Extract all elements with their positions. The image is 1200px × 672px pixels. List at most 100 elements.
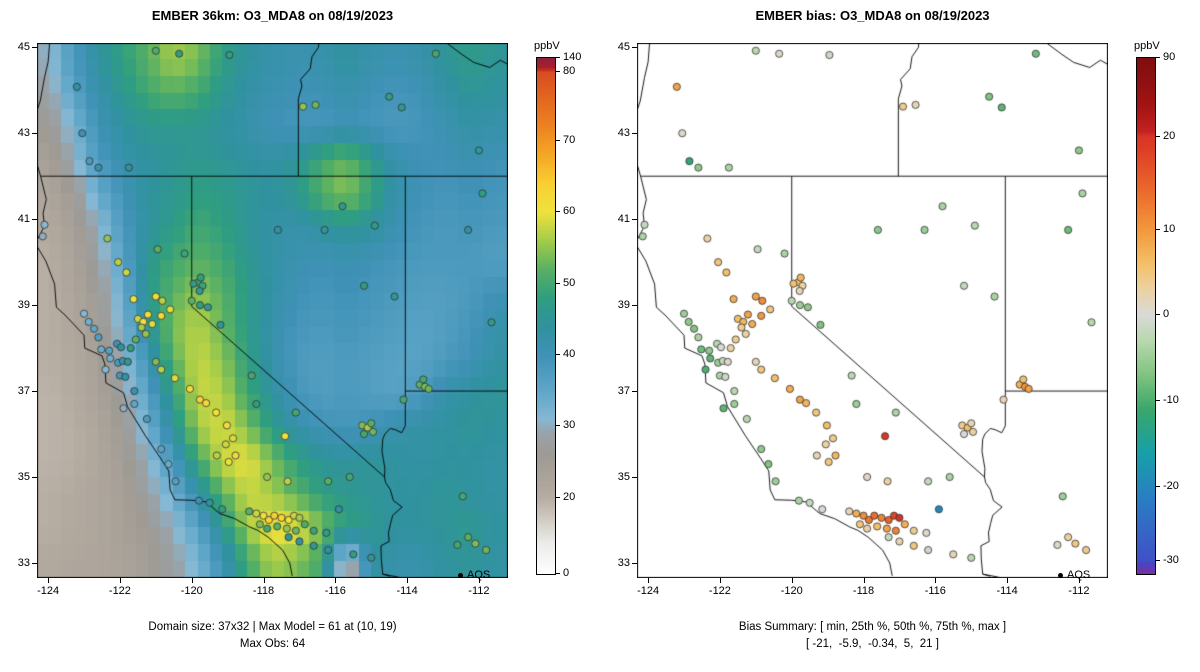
aqs-point-icon [458, 572, 463, 578]
x-axis-tick-label: -122 [108, 585, 131, 597]
y-axis-tick-mark [632, 391, 637, 393]
colorbar-tick-label: 20 [563, 491, 576, 504]
colorbar-tick-label: 20 [1163, 129, 1176, 142]
y-axis-tick-label: 37 [617, 385, 630, 398]
colorbar-tick-mark [556, 354, 560, 356]
x-axis-tick-mark [407, 578, 409, 583]
colorbar-tick-mark [556, 497, 560, 499]
x-axis-tick-label: -116 [924, 585, 946, 597]
x-axis-tick-label: -112 [1068, 585, 1090, 597]
x-axis-tick-mark [1078, 578, 1080, 583]
colorbar-tick-label: 30 [563, 418, 576, 431]
colorbar-tick-mark [556, 573, 560, 574]
y-axis-tick-mark [632, 477, 637, 479]
y-axis-tick-mark [32, 562, 37, 564]
x-axis-tick-label: -120 [780, 585, 803, 597]
colorbar-tick-mark [1156, 560, 1160, 562]
aqs-point-icon [1058, 572, 1063, 578]
y-axis-tick-label: 35 [17, 471, 30, 484]
x-axis-tick-mark [119, 578, 121, 583]
x-axis-tick-label: -122 [708, 585, 731, 597]
bias-caption-values: [ -21, -5.9, -0.34, 5, 21 ] [806, 638, 939, 650]
x-axis-tick-label: -114 [996, 585, 1018, 597]
y-axis-tick-mark [632, 562, 637, 564]
x-axis-tick-mark [863, 578, 865, 583]
y-axis-tick-label: 43 [17, 127, 30, 140]
aqs-legend-label: AQS [1067, 569, 1091, 581]
x-axis-tick-mark [263, 578, 265, 583]
colorbar-tick-label: 10 [1163, 222, 1176, 235]
colorbar-tick-label: 40 [563, 348, 576, 361]
x-axis-tick-label: -124 [637, 585, 660, 597]
x-axis-tick-mark [935, 578, 937, 583]
y-axis-tick-mark [32, 391, 37, 393]
y-axis-tick-label: 41 [617, 213, 630, 226]
x-axis-tick-label: -120 [180, 585, 203, 597]
x-axis-tick-mark [191, 578, 193, 583]
colorbar-tick-label: 80 [563, 64, 576, 77]
model-caption-domain: Domain size: 37x32 | Max Model = 61 at (… [148, 621, 397, 633]
y-axis-tick-mark [632, 305, 637, 307]
y-axis-tick-mark [32, 47, 37, 49]
bias-caption-summary: Bias Summary: [ min, 25th %, 50th %, 75t… [738, 621, 1007, 633]
x-axis-tick-label: -112 [468, 585, 490, 597]
model-colorbar-unit-label: ppbV [534, 40, 560, 52]
colorbar-tick-label: -20 [1163, 479, 1179, 492]
colorbar-tick-label: 90 [1163, 51, 1176, 63]
model-map-canvas [37, 43, 508, 578]
y-axis-tick-mark [32, 305, 37, 307]
colorbar-tick-mark [556, 57, 560, 58]
y-axis-tick-label: 39 [617, 299, 630, 312]
x-axis-tick-mark [478, 578, 480, 583]
colorbar-tick-mark [1156, 57, 1160, 58]
bias-colorbar-unit-label: ppbV [1134, 40, 1160, 52]
colorbar-tick-label: 70 [563, 134, 576, 147]
y-axis-tick-label: 45 [17, 41, 30, 54]
x-axis-tick-mark [719, 578, 721, 583]
y-axis-tick-label: 35 [617, 471, 630, 484]
x-axis-tick-label: -124 [37, 585, 60, 597]
colorbar-tick-label: -10 [1163, 394, 1179, 407]
y-axis-tick-label: 41 [17, 213, 30, 226]
colorbar-tick-label: 0 [563, 567, 570, 579]
x-axis-tick-mark [791, 578, 793, 583]
colorbar-tick-mark [1156, 228, 1160, 230]
y-axis-tick-label: 33 [17, 556, 30, 569]
x-axis-tick-mark [648, 578, 650, 583]
x-axis-tick-mark [1007, 578, 1009, 583]
colorbar-tick-mark [556, 424, 560, 426]
y-axis-tick-mark [32, 219, 37, 221]
colorbar-tick-label: 60 [563, 204, 576, 217]
x-axis-tick-mark [335, 578, 337, 583]
colorbar-tick-mark [1156, 313, 1160, 315]
y-axis-tick-mark [632, 133, 637, 135]
x-axis-tick-label: -118 [252, 585, 275, 597]
y-axis-tick-mark [632, 47, 637, 49]
y-axis-tick-label: 39 [17, 299, 30, 312]
bias-colorbar-canvas [1136, 57, 1156, 575]
bias-map-canvas [637, 43, 1108, 578]
y-axis-tick-label: 45 [617, 41, 630, 54]
model-panel: EMBER 36km: O3_MDA8 on 08/19/2023 -124 -1… [17, 8, 582, 650]
colorbar-tick-mark [556, 210, 560, 212]
y-axis-tick-mark [632, 219, 637, 221]
y-axis-tick-label: 33 [617, 556, 630, 569]
colorbar-tick-mark [1156, 485, 1160, 487]
colorbar-tick-mark [1156, 400, 1160, 402]
model-caption-maxobs: Max Obs: 64 [239, 638, 306, 650]
x-axis-tick-label: -118 [852, 585, 875, 597]
colorbar-tick-mark [556, 70, 560, 72]
colorbar-tick-mark [556, 140, 560, 142]
colorbar-tick-label: -30 [1163, 554, 1179, 567]
bias-aqs-legend: AQS [1058, 569, 1090, 581]
y-axis-tick-mark [32, 477, 37, 479]
colorbar-tick-mark [556, 283, 560, 284]
colorbar-tick-mark [1156, 135, 1160, 137]
aqs-legend-label: AQS [467, 569, 491, 581]
bias-panel-title: EMBER bias: O3_MDA8 on 08/19/2023 [755, 8, 990, 23]
model-colorbar-canvas [536, 57, 556, 575]
x-axis-tick-label: -114 [396, 585, 418, 597]
model-panel-title: EMBER 36km: O3_MDA8 on 08/19/2023 [151, 8, 394, 23]
bias-panel: EMBER bias: O3_MDA8 on 08/19/2023 -124 -1… [600, 0, 1200, 672]
